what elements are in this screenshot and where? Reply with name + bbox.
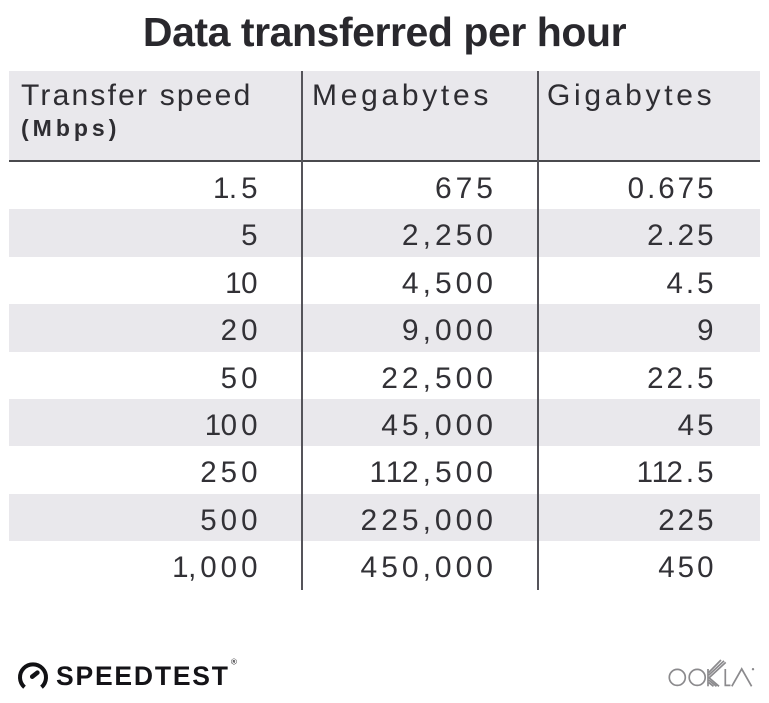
svg-text:SPEEDTEST: SPEEDTEST: [56, 661, 230, 691]
svg-text:®: ®: [231, 658, 237, 667]
